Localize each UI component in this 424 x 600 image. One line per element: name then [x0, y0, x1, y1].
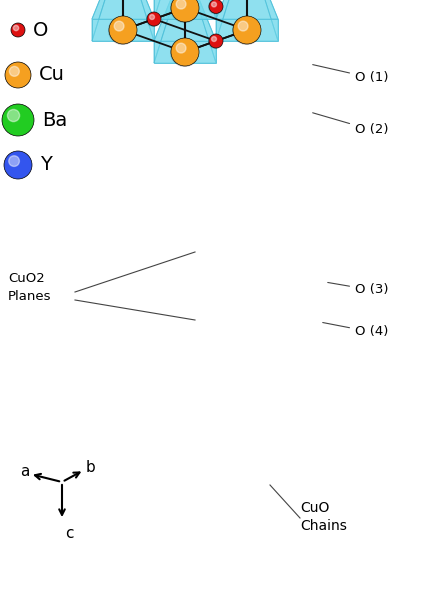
Text: Y: Y: [40, 155, 52, 175]
Circle shape: [209, 0, 223, 14]
Polygon shape: [123, 0, 154, 41]
Polygon shape: [216, 0, 278, 19]
Polygon shape: [154, 0, 216, 19]
Circle shape: [147, 12, 161, 26]
Circle shape: [176, 0, 186, 9]
Polygon shape: [154, 0, 216, 63]
Polygon shape: [185, 0, 216, 63]
Circle shape: [2, 104, 34, 136]
Polygon shape: [185, 0, 216, 19]
Circle shape: [212, 2, 217, 7]
Text: Chains: Chains: [300, 519, 347, 533]
Circle shape: [5, 62, 31, 88]
Circle shape: [233, 16, 261, 44]
Circle shape: [147, 12, 161, 26]
Circle shape: [14, 25, 19, 31]
Circle shape: [238, 21, 248, 31]
Polygon shape: [247, 0, 278, 41]
Text: O (4): O (4): [323, 323, 388, 338]
Text: O: O: [33, 20, 48, 40]
Text: Planes: Planes: [8, 290, 51, 303]
Polygon shape: [154, 0, 216, 19]
Circle shape: [114, 21, 124, 31]
Polygon shape: [92, 19, 154, 41]
Circle shape: [209, 34, 223, 48]
Polygon shape: [92, 0, 154, 19]
Polygon shape: [216, 0, 247, 41]
Circle shape: [8, 109, 20, 122]
Polygon shape: [154, 0, 216, 41]
Polygon shape: [92, 0, 123, 41]
Text: O (3): O (3): [328, 283, 388, 296]
Polygon shape: [216, 0, 278, 41]
Polygon shape: [154, 41, 216, 63]
Circle shape: [109, 16, 137, 44]
Circle shape: [176, 43, 186, 53]
Circle shape: [212, 37, 217, 41]
Text: CuO2: CuO2: [8, 272, 45, 285]
Circle shape: [209, 34, 223, 48]
Text: CuO: CuO: [300, 501, 329, 515]
Text: Ba: Ba: [42, 110, 67, 130]
Circle shape: [171, 38, 199, 66]
Circle shape: [4, 151, 32, 179]
Circle shape: [171, 0, 199, 22]
Text: c: c: [65, 527, 73, 541]
Circle shape: [171, 0, 199, 22]
Polygon shape: [154, 0, 185, 63]
Polygon shape: [216, 19, 278, 41]
Polygon shape: [154, 0, 185, 19]
Circle shape: [9, 156, 20, 166]
Circle shape: [11, 23, 25, 37]
Text: b: b: [86, 461, 96, 475]
Text: a: a: [20, 464, 29, 479]
Circle shape: [109, 16, 137, 44]
Circle shape: [233, 16, 261, 44]
Text: O (1): O (1): [313, 65, 388, 85]
Circle shape: [171, 38, 199, 66]
Text: O (2): O (2): [312, 113, 388, 136]
Text: Cu: Cu: [39, 65, 65, 85]
Polygon shape: [92, 0, 154, 41]
Circle shape: [209, 0, 223, 13]
Circle shape: [9, 67, 20, 76]
Circle shape: [150, 14, 154, 19]
